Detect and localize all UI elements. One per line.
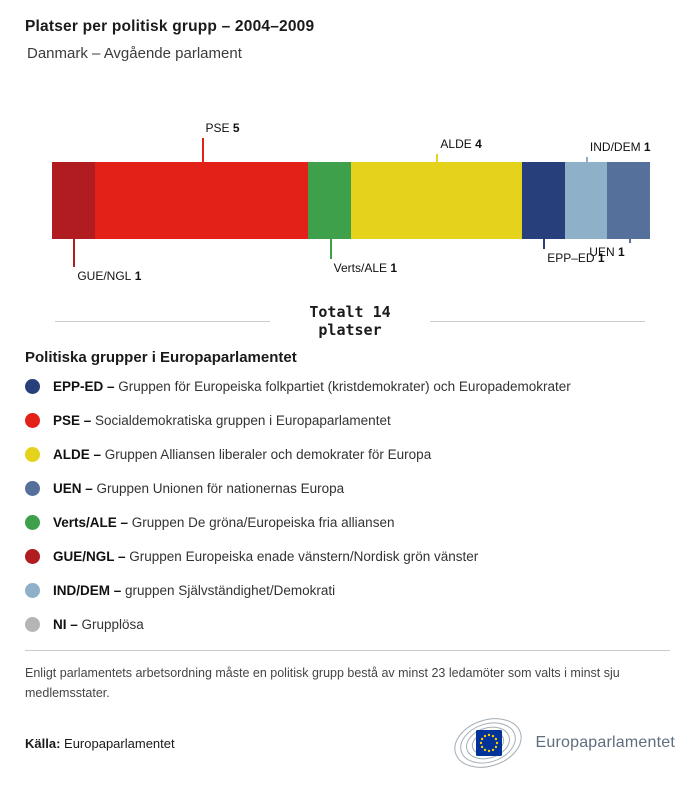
legend-item-UEN: UEN – Gruppen Unionen för nationernas Eu… [25,480,675,496]
bar-segment-ALDE[interactable] [350,162,522,239]
source-text: Europaparlamentet [64,735,175,751]
stacked-bar [52,162,650,239]
legend-color-dot [25,582,40,598]
legend-color-dot [25,548,40,564]
report-page: Platser per politisk grupp – 2004–2009 D… [25,18,675,769]
footer: Källa: Europaparlamentet Europaparlament… [25,717,675,769]
legend-item-text: UEN – Gruppen Unionen för nationernas Eu… [53,480,345,496]
segment-label-UEN: UEN 1 [589,245,625,259]
legend-item-EPP-ED: EPP-ED – Gruppen för Europeiska folkpart… [25,378,675,394]
source-label: Källa: [25,735,61,751]
legend-item-text: IND/DEM – gruppen Självständighet/Demokr… [53,582,336,598]
footnote: Enligt parlamentets arbetsordning måste … [25,650,670,703]
total-seats-line2: platser [318,321,382,339]
legend-color-dot [25,412,40,428]
legend-item-text: ALDE – Gruppen Alliansen liberaler och d… [53,446,432,462]
bar-segment-Verts/ALE[interactable] [308,162,351,239]
bar-segment-EPP–ED[interactable] [521,162,565,239]
bar-segment-PSE[interactable] [94,162,309,239]
legend-item-Verts/ALE: Verts/ALE – Gruppen De gröna/Europeiska … [25,514,675,530]
legend-item-ALDE: ALDE – Gruppen Alliansen liberaler och d… [25,446,675,462]
segment-label-ALDE: ALDE 4 [440,137,482,151]
legend-color-dot [25,616,40,632]
callout-line-EPP–ED [543,239,546,249]
page-subtitle: Danmark – Avgående parlament [27,45,242,62]
legend-item-NI: NI – Grupplösa [25,616,675,632]
callout-line-GUE/NGL [73,239,76,267]
legend-item-text: GUE/NGL – Gruppen Europeiska enade vänst… [53,548,479,564]
legend-item-text: NI – Grupplösa [53,616,144,632]
total-seats-row: Totalt 14 platser [55,303,645,339]
callout-line-UEN [628,239,631,243]
ep-logo-graphic [453,718,522,768]
eu-flag-icon [475,730,502,756]
bar-segment-UEN[interactable] [607,162,650,239]
legend-color-dot [25,378,40,394]
legend-item-GUE/NGL: GUE/NGL – Gruppen Europeiska enade vänst… [25,548,675,564]
callout-line-ALDE [436,154,439,162]
legend: EPP-ED – Gruppen för Europeiska folkpart… [25,378,675,632]
segment-label-GUE/NGL: GUE/NGL 1 [77,269,142,283]
segment-label-PSE: PSE 5 [205,121,240,135]
callout-line-IND/DEM [585,157,588,162]
source-line: Källa: Europaparlamentet [25,736,175,751]
ep-logo: Europaparlamentet [438,717,676,769]
legend-item-text: EPP-ED – Gruppen för Europeiska folkpart… [53,378,571,394]
ep-logo-wordmark: Europaparlamentet [535,734,675,751]
legend-item-text: PSE – Socialdemokratiska gruppen i Europ… [53,412,391,428]
legend-color-dot [25,446,40,462]
legend-color-dot [25,480,40,496]
total-seats-label: Totalt 14 platser [270,303,430,339]
bar-segment-GUE/NGL[interactable] [52,162,95,239]
legend-color-dot [25,514,40,530]
segment-label-IND/DEM: IND/DEM 1 [589,140,651,154]
legend-item-PSE: PSE – Socialdemokratiska gruppen i Europ… [25,412,675,428]
divider-line-right [430,320,645,322]
page-title: Platser per politisk grupp – 2004–2009 [25,18,315,35]
legend-item-text: Verts/ALE – Gruppen De gröna/Europeiska … [53,514,395,530]
seats-stacked-bar-chart: GUE/NGL 1 PSE 5 Verts/ALE 1 ALDE 4 EPP–ED 1 I… [52,102,651,297]
legend-item-IND/DEM: IND/DEM – gruppen Självständighet/Demokr… [25,582,675,598]
divider-line-left [55,320,270,322]
callout-line-Verts/ALE [329,239,332,259]
legend-title: Politiska grupper i Europaparlamentet [25,349,297,366]
total-seats-line1: Totalt 14 [309,303,391,321]
segment-label-EPP–ED: EPP–ED 1 [547,251,605,265]
callout-line-PSE [201,138,204,162]
segment-label-Verts/ALE: Verts/ALE 1 [333,261,398,275]
bar-segment-IND/DEM[interactable] [564,162,608,239]
